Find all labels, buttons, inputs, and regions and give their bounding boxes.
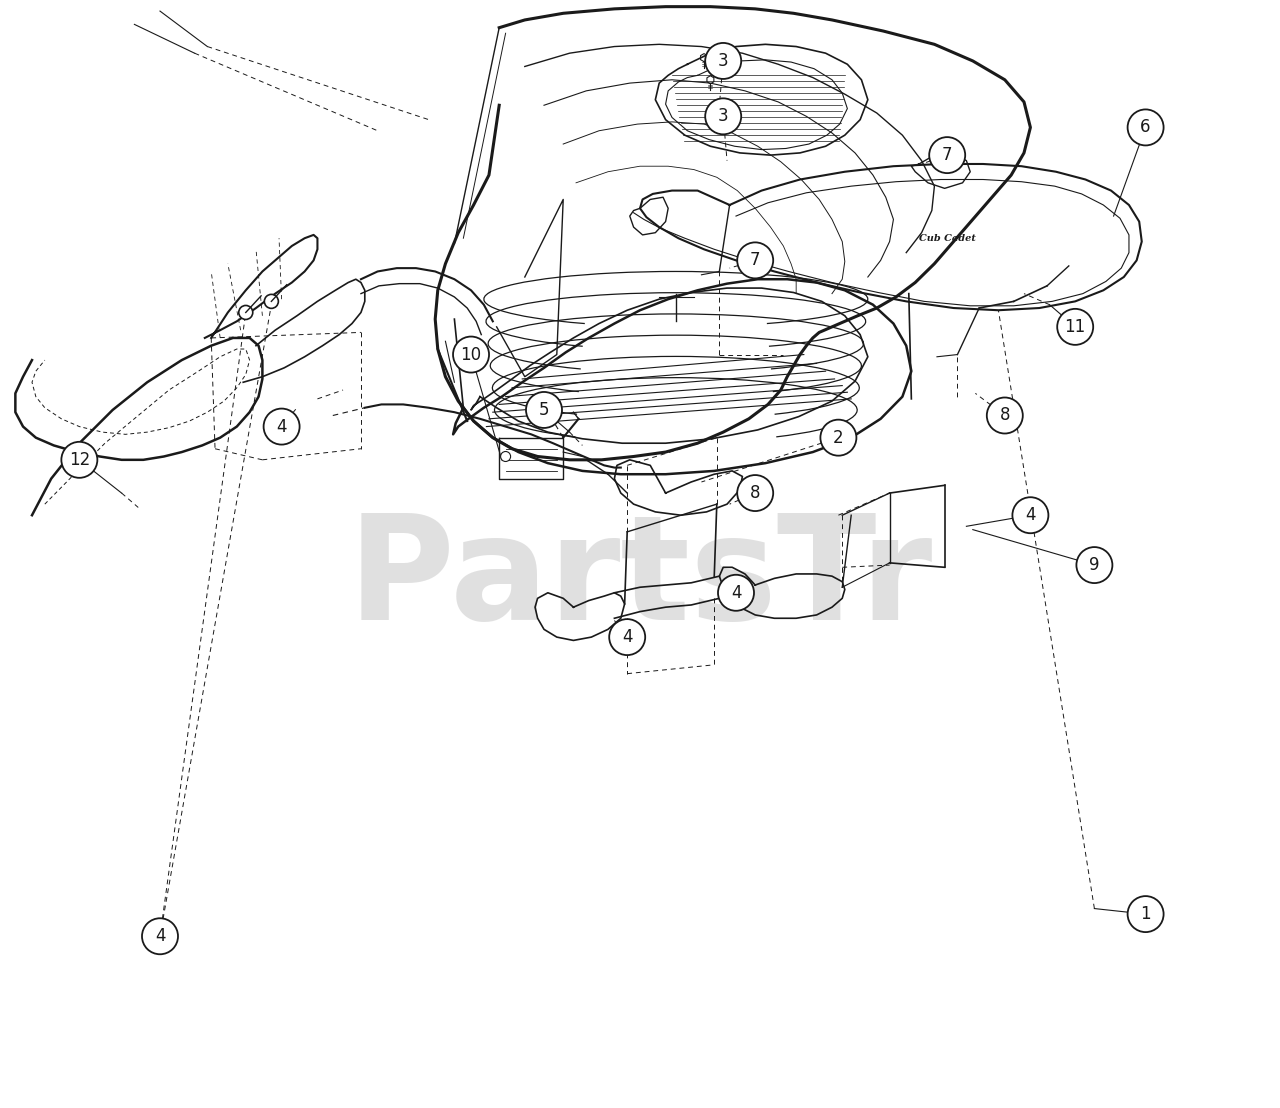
Circle shape bbox=[609, 619, 645, 655]
Circle shape bbox=[737, 243, 773, 278]
Text: 12: 12 bbox=[69, 451, 90, 469]
Text: 11: 11 bbox=[1065, 318, 1085, 336]
Text: 5: 5 bbox=[539, 401, 549, 419]
Circle shape bbox=[705, 43, 741, 79]
Text: 4: 4 bbox=[155, 927, 165, 945]
Text: PartsTr: PartsTr bbox=[347, 510, 933, 650]
Text: 7: 7 bbox=[942, 146, 952, 164]
Text: Cub Cadet: Cub Cadet bbox=[919, 234, 975, 243]
Circle shape bbox=[453, 337, 489, 372]
Text: 10: 10 bbox=[461, 346, 481, 363]
Circle shape bbox=[61, 442, 97, 478]
Circle shape bbox=[1128, 110, 1164, 145]
Text: 8: 8 bbox=[750, 484, 760, 502]
Circle shape bbox=[737, 475, 773, 511]
Text: 6: 6 bbox=[1140, 119, 1151, 136]
Circle shape bbox=[820, 420, 856, 455]
Circle shape bbox=[239, 306, 252, 319]
Text: 3: 3 bbox=[718, 52, 728, 70]
Circle shape bbox=[500, 451, 511, 462]
Circle shape bbox=[264, 409, 300, 444]
Text: 4: 4 bbox=[1025, 506, 1036, 524]
Circle shape bbox=[265, 295, 278, 308]
Circle shape bbox=[1076, 547, 1112, 583]
Text: 4: 4 bbox=[276, 418, 287, 435]
Circle shape bbox=[718, 575, 754, 611]
Text: 7: 7 bbox=[750, 252, 760, 269]
Text: 4: 4 bbox=[731, 584, 741, 602]
Circle shape bbox=[526, 392, 562, 428]
Text: 1: 1 bbox=[1140, 905, 1151, 923]
Text: 4: 4 bbox=[622, 628, 632, 646]
Text: 8: 8 bbox=[1000, 407, 1010, 424]
Circle shape bbox=[1057, 309, 1093, 345]
Circle shape bbox=[1128, 896, 1164, 932]
Circle shape bbox=[142, 919, 178, 954]
Circle shape bbox=[929, 137, 965, 173]
Circle shape bbox=[987, 398, 1023, 433]
Text: 3: 3 bbox=[718, 107, 728, 125]
Circle shape bbox=[705, 99, 741, 134]
Circle shape bbox=[1012, 497, 1048, 533]
Text: 9: 9 bbox=[1089, 556, 1100, 574]
Text: 2: 2 bbox=[833, 429, 844, 447]
